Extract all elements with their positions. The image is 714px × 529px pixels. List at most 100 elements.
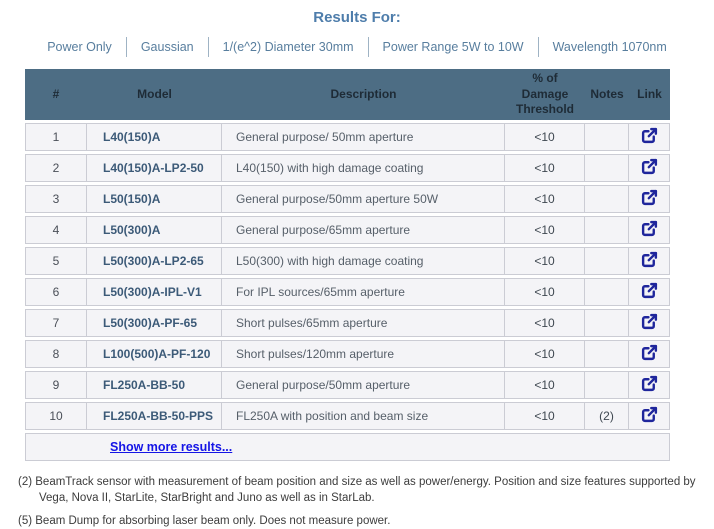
- table-row: 3 L50(150)A General purpose/50mm apertur…: [25, 184, 670, 213]
- row-number-cell: 6: [25, 277, 87, 306]
- external-link-icon[interactable]: [641, 406, 658, 423]
- model-cell: L40(150)A-LP2-50: [87, 153, 222, 182]
- damage-threshold-cell: <10: [505, 401, 585, 430]
- table-row: 9 FL250A-BB-50 General purpose/50mm aper…: [25, 370, 670, 399]
- row-number-cell: 1: [25, 122, 87, 151]
- row-number-cell: 5: [25, 246, 87, 275]
- damage-threshold-cell: <10: [505, 246, 585, 275]
- notes-cell: [585, 339, 629, 368]
- description-cell: L50(300) with high damage coating: [222, 246, 505, 275]
- description-cell: Short pulses/120mm aperture: [222, 339, 505, 368]
- results-tbody: 1 L40(150)A General purpose/ 50mm apertu…: [25, 122, 670, 430]
- link-cell: [629, 122, 670, 151]
- description-cell: Short pulses/65mm aperture: [222, 308, 505, 337]
- filter-item-gaussian: Gaussian: [127, 37, 209, 57]
- model-cell: L50(300)A-IPL-V1: [87, 277, 222, 306]
- notes-cell: [585, 370, 629, 399]
- link-cell: [629, 401, 670, 430]
- footnote-2: (2) BeamTrack sensor with measurement of…: [18, 475, 696, 504]
- footnotes: (2) BeamTrack sensor with measurement of…: [18, 474, 710, 529]
- link-cell: [629, 277, 670, 306]
- show-more-results-link[interactable]: Show more results...: [110, 439, 233, 454]
- model-cell: L50(150)A: [87, 184, 222, 213]
- notes-cell: [585, 308, 629, 337]
- external-link-icon[interactable]: [641, 251, 658, 268]
- external-link-icon[interactable]: [641, 282, 658, 299]
- table-row: 4 L50(300)A General purpose/65mm apertur…: [25, 215, 670, 244]
- description-cell: For IPL sources/65mm aperture: [222, 277, 505, 306]
- damage-threshold-cell: <10: [505, 122, 585, 151]
- filter-item-power-range: Power Range 5W to 10W: [369, 37, 539, 57]
- column-header-description: Description: [222, 69, 505, 120]
- table-row: 5 L50(300)A-LP2-65 L50(300) with high da…: [25, 246, 670, 275]
- show-more-cell: Show more results...: [25, 432, 670, 461]
- damage-threshold-cell: <10: [505, 184, 585, 213]
- damage-threshold-cell: <10: [505, 370, 585, 399]
- link-cell: [629, 246, 670, 275]
- description-cell: General purpose/50mm aperture 50W: [222, 184, 505, 213]
- filter-item-wavelength: Wavelength 1070nm: [552, 40, 667, 54]
- model-cell: L40(150)A: [87, 122, 222, 151]
- description-cell: FL250A with position and beam size: [222, 401, 505, 430]
- external-link-icon[interactable]: [641, 313, 658, 330]
- external-link-icon[interactable]: [641, 375, 658, 392]
- show-more-row: Show more results...: [25, 432, 670, 461]
- external-link-icon[interactable]: [641, 158, 658, 175]
- model-cell: L50(300)A-PF-65: [87, 308, 222, 337]
- notes-cell: [585, 184, 629, 213]
- link-cell: [629, 370, 670, 399]
- notes-cell: [585, 153, 629, 182]
- model-cell: FL250A-BB-50: [87, 370, 222, 399]
- link-cell: [629, 308, 670, 337]
- notes-cell: (2): [585, 401, 629, 430]
- external-link-icon[interactable]: [641, 189, 658, 206]
- column-header-model: Model: [87, 69, 222, 120]
- description-cell: L40(150) with high damage coating: [222, 153, 505, 182]
- damage-threshold-cell: <10: [505, 339, 585, 368]
- external-link-icon[interactable]: [641, 344, 658, 361]
- filter-item-power-only: Power Only: [33, 37, 127, 57]
- model-cell: FL250A-BB-50-PPS: [87, 401, 222, 430]
- external-link-icon[interactable]: [641, 127, 658, 144]
- description-cell: General purpose/ 50mm aperture: [222, 122, 505, 151]
- description-cell: General purpose/50mm aperture: [222, 370, 505, 399]
- damage-threshold-cell: <10: [505, 153, 585, 182]
- damage-threshold-cell: <10: [505, 215, 585, 244]
- filter-bar: Power Only Gaussian 1/(e^2) Diameter 30m…: [0, 37, 714, 57]
- filter-item-diameter: 1/(e^2) Diameter 30mm: [209, 37, 369, 57]
- column-header-link: Link: [629, 69, 670, 120]
- model-cell: L50(300)A: [87, 215, 222, 244]
- page-title: Results For:: [313, 9, 401, 26]
- column-header-notes: Notes: [585, 69, 629, 120]
- table-row: 1 L40(150)A General purpose/ 50mm apertu…: [25, 122, 670, 151]
- damage-threshold-cell: <10: [505, 308, 585, 337]
- row-number-cell: 4: [25, 215, 87, 244]
- row-number-cell: 8: [25, 339, 87, 368]
- damage-threshold-cell: <10: [505, 277, 585, 306]
- notes-cell: [585, 246, 629, 275]
- table-row: 8 L100(500)A-PF-120 Short pulses/120mm a…: [25, 339, 670, 368]
- notes-cell: [585, 122, 629, 151]
- column-header-damage-threshold: % of Damage Threshold: [505, 69, 585, 120]
- link-cell: [629, 339, 670, 368]
- model-cell: L50(300)A-LP2-65: [87, 246, 222, 275]
- row-number-cell: 3: [25, 184, 87, 213]
- link-cell: [629, 153, 670, 182]
- notes-cell: [585, 215, 629, 244]
- table-row: 7 L50(300)A-PF-65 Short pulses/65mm aper…: [25, 308, 670, 337]
- row-number-cell: 9: [25, 370, 87, 399]
- model-cell: L100(500)A-PF-120: [87, 339, 222, 368]
- link-cell: [629, 184, 670, 213]
- table-row: 10 FL250A-BB-50-PPS FL250A with position…: [25, 401, 670, 430]
- row-number-cell: 7: [25, 308, 87, 337]
- notes-cell: [585, 277, 629, 306]
- description-cell: General purpose/65mm aperture: [222, 215, 505, 244]
- footnote-5: (5) Beam Dump for absorbing laser beam o…: [18, 514, 391, 527]
- table-row: 2 L40(150)A-LP2-50 L40(150) with high da…: [25, 153, 670, 182]
- link-cell: [629, 215, 670, 244]
- results-table: # Model Description % of Damage Threshol…: [25, 66, 670, 464]
- external-link-icon[interactable]: [641, 220, 658, 237]
- results-table-header: # Model Description % of Damage Threshol…: [25, 69, 670, 120]
- row-number-cell: 2: [25, 153, 87, 182]
- results-table-wrap: # Model Description % of Damage Threshol…: [25, 66, 670, 464]
